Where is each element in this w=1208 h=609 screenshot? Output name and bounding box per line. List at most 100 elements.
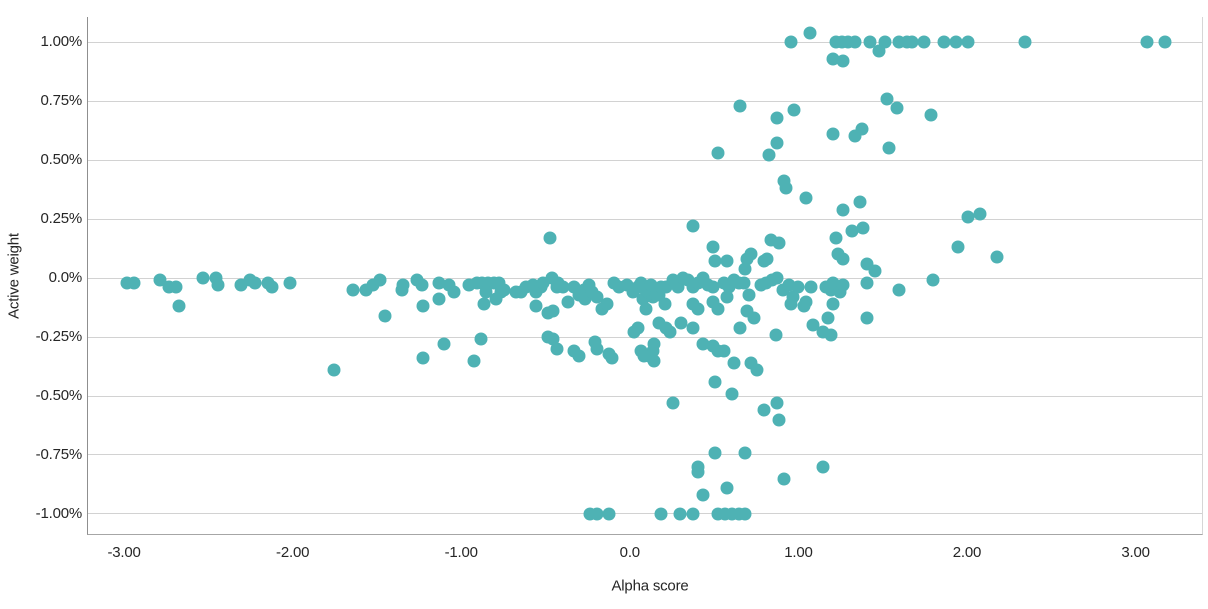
data-point: [787, 103, 801, 117]
data-point: [784, 35, 798, 49]
data-point: [666, 396, 680, 410]
data-point: [561, 295, 575, 309]
y-tick-label: 0.50%: [40, 151, 82, 168]
y-tick-label: -0.75%: [35, 445, 83, 463]
data-point: [639, 302, 653, 316]
data-point: [804, 280, 818, 294]
data-point: [742, 288, 756, 302]
data-point: [169, 280, 183, 294]
data-point: [686, 219, 700, 233]
data-point: [824, 328, 838, 342]
data-point: [706, 280, 720, 294]
x-axis-title: Alpha score: [611, 577, 689, 595]
data-point: [720, 481, 734, 495]
x-tick-label: 3.00: [1121, 544, 1150, 561]
data-point: [937, 35, 951, 49]
gridline: [88, 218, 1202, 220]
data-point: [750, 363, 764, 377]
data-point: [836, 54, 850, 68]
data-point: [717, 344, 731, 358]
data-point: [720, 290, 734, 304]
data-point: [691, 465, 705, 479]
data-point: [396, 278, 410, 292]
data-point: [821, 311, 835, 325]
data-point: [738, 507, 752, 521]
data-point: [556, 280, 570, 294]
data-point: [770, 111, 784, 125]
data-point: [762, 148, 776, 162]
gridline: [88, 395, 1202, 397]
data-point: [1158, 35, 1172, 49]
data-point: [550, 342, 564, 356]
data-point: [416, 299, 430, 313]
data-point: [416, 351, 430, 365]
data-point: [853, 195, 867, 209]
y-tick-label: 0.0%: [48, 269, 83, 286]
y-tick-label: 0.75%: [40, 92, 82, 109]
data-point: [860, 276, 874, 290]
data-point: [447, 285, 461, 299]
data-point: [769, 328, 783, 342]
data-point: [779, 181, 793, 195]
data-point: [647, 337, 661, 351]
y-tick-label: 1.00%: [40, 33, 82, 50]
data-point: [961, 210, 975, 224]
data-point: [673, 507, 687, 521]
data-point: [432, 292, 446, 306]
data-point: [760, 252, 774, 266]
data-point: [711, 302, 725, 316]
data-point: [951, 240, 965, 254]
data-point: [378, 309, 392, 323]
data-point: [905, 35, 919, 49]
data-point: [708, 375, 722, 389]
data-point: [772, 236, 786, 250]
x-tick-label: -2.00: [276, 544, 310, 561]
data-point: [797, 299, 811, 313]
data-point: [196, 271, 210, 285]
y-tick-label: -1.00%: [35, 504, 83, 522]
data-point: [727, 356, 741, 370]
data-point: [373, 273, 387, 287]
data-point: [784, 297, 798, 311]
data-point: [415, 278, 429, 292]
data-point: [658, 297, 672, 311]
x-tick-label: -1.00: [444, 544, 478, 561]
data-point: [826, 127, 840, 141]
data-point: [127, 276, 141, 290]
data-point: [845, 224, 859, 238]
data-point: [836, 252, 850, 266]
data-point: [836, 203, 850, 217]
data-point: [631, 321, 645, 335]
data-point: [737, 276, 751, 290]
data-point: [924, 108, 938, 122]
data-point: [868, 264, 882, 278]
data-point: [706, 240, 720, 254]
data-point: [1018, 35, 1032, 49]
data-point: [836, 278, 850, 292]
data-point: [497, 283, 511, 297]
data-point: [733, 321, 747, 335]
data-point: [474, 332, 488, 346]
data-point: [973, 207, 987, 221]
gridline: [88, 336, 1202, 338]
data-point: [467, 354, 481, 368]
gridline: [88, 454, 1202, 456]
data-point: [747, 311, 761, 325]
data-point: [826, 52, 840, 66]
data-point: [711, 146, 725, 160]
data-point: [691, 302, 705, 316]
x-tick-label: -3.00: [107, 544, 141, 561]
data-point: [961, 35, 975, 49]
data-point: [674, 316, 688, 330]
y-tick-label: 0.25%: [40, 210, 82, 227]
data-point: [543, 231, 557, 245]
data-point: [826, 297, 840, 311]
x-tick-label: 1.00: [784, 544, 813, 561]
data-point: [860, 311, 874, 325]
data-point: [848, 129, 862, 143]
data-point: [872, 44, 886, 58]
data-point: [791, 280, 805, 294]
data-point: [738, 446, 752, 460]
gridline: [88, 513, 1202, 515]
data-point: [770, 271, 784, 285]
